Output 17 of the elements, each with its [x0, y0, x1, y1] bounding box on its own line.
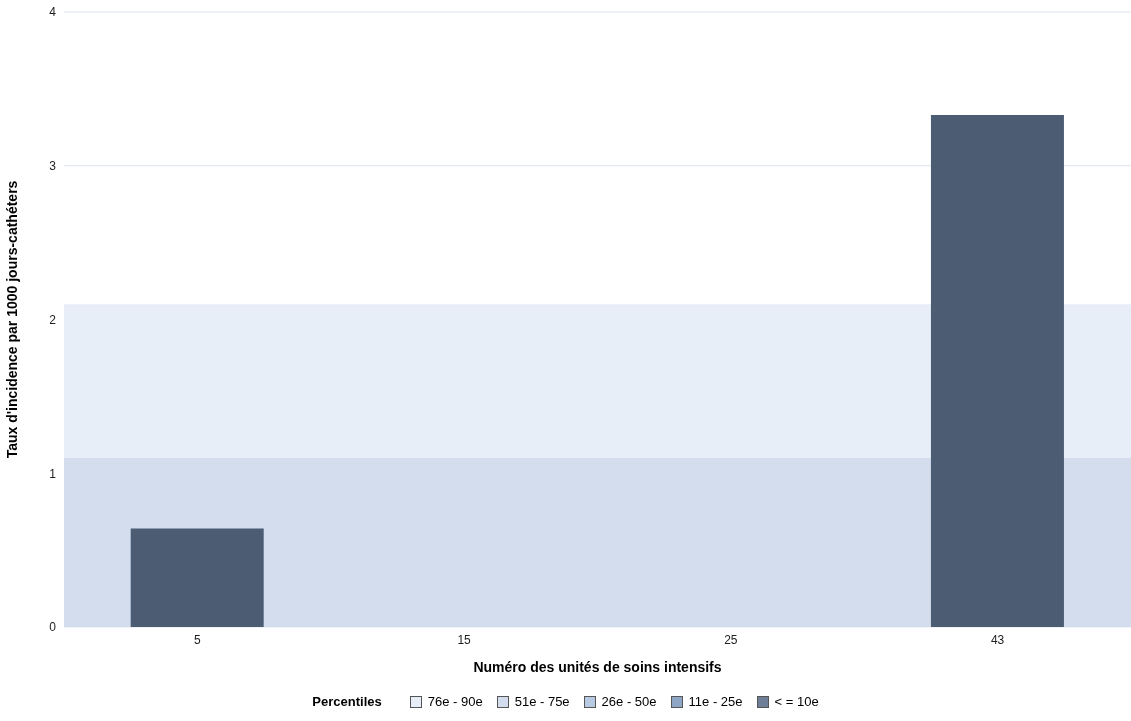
x-tick-label: 5 [194, 632, 202, 647]
legend-label: 51e - 75e [514, 694, 570, 709]
y-axis-title: Taux d'incidence par 1000 jours-cathéters [3, 180, 20, 459]
y-tick-label: 3 [49, 159, 57, 174]
legend-title: Percentiles [312, 694, 382, 709]
x-tick-label: 43 [990, 632, 1005, 647]
x-tick-label: 15 [457, 632, 472, 647]
legend-label: 11e - 25e [688, 694, 743, 709]
x-axis-title: Numéro des unités de soins intensifs [473, 659, 722, 675]
x-tick-label: 25 [724, 632, 738, 647]
y-tick-label: 0 [49, 620, 57, 635]
legend-label: 26e - 50e [601, 694, 657, 709]
legend-label: 76e - 90e [427, 694, 483, 709]
y-tick-label: 4 [49, 5, 57, 20]
legend-label: < = 10e [774, 694, 819, 709]
y-tick-label: 1 [49, 466, 57, 481]
y-tick-label: 2 [49, 312, 57, 327]
